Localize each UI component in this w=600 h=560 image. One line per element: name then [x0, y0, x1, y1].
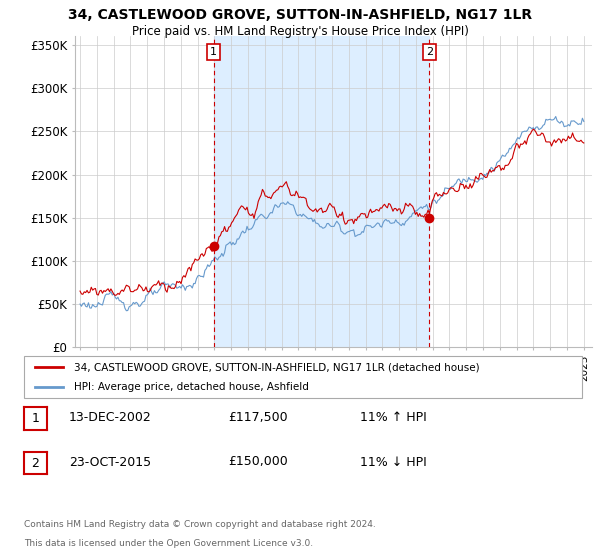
Text: 1: 1: [31, 412, 40, 425]
Bar: [214, 36, 430, 347]
Text: This data is licensed under the Open Government Licence v3.0.: This data is licensed under the Open Gov…: [24, 539, 313, 548]
Text: Price paid vs. HM Land Registry's House Price Index (HPI): Price paid vs. HM Land Registry's House …: [131, 25, 469, 38]
Text: 34, CASTLEWOOD GROVE, SUTTON-IN-ASHFIELD, NG17 1LR: 34, CASTLEWOOD GROVE, SUTTON-IN-ASHFIELD…: [68, 8, 532, 22]
Text: 1: 1: [210, 47, 217, 57]
Text: 2: 2: [31, 456, 40, 470]
Text: 23-OCT-2015: 23-OCT-2015: [69, 455, 151, 469]
Text: 13-DEC-2002: 13-DEC-2002: [69, 410, 152, 424]
Text: Contains HM Land Registry data © Crown copyright and database right 2024.: Contains HM Land Registry data © Crown c…: [24, 520, 376, 529]
Text: 34, CASTLEWOOD GROVE, SUTTON-IN-ASHFIELD, NG17 1LR (detached house): 34, CASTLEWOOD GROVE, SUTTON-IN-ASHFIELD…: [74, 362, 480, 372]
Text: £117,500: £117,500: [228, 410, 287, 424]
Text: £150,000: £150,000: [228, 455, 288, 469]
Text: 11% ↓ HPI: 11% ↓ HPI: [360, 455, 427, 469]
Text: 11% ↑ HPI: 11% ↑ HPI: [360, 410, 427, 424]
FancyBboxPatch shape: [24, 356, 582, 398]
Text: 2: 2: [426, 47, 433, 57]
Text: HPI: Average price, detached house, Ashfield: HPI: Average price, detached house, Ashf…: [74, 382, 309, 392]
